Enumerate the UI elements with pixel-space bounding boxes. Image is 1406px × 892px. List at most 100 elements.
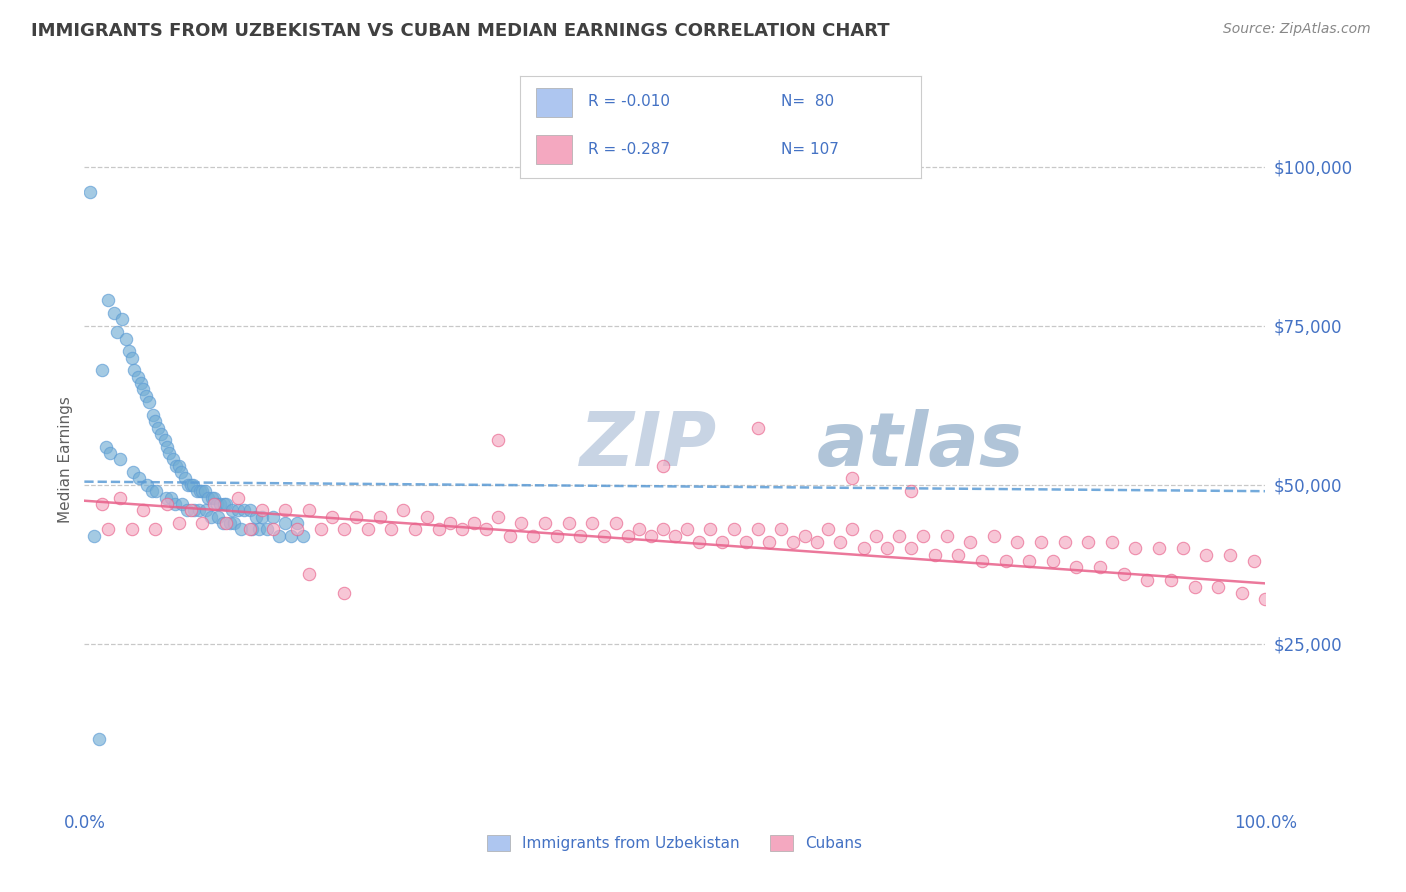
Y-axis label: Median Earnings: Median Earnings [58,396,73,523]
Point [924,548,946,562]
Point [451,522,474,536]
Point [758,535,780,549]
Point [226,491,249,505]
Point [959,535,981,549]
Point [269,529,291,543]
Point [546,529,568,543]
Text: R = -0.010: R = -0.010 [588,95,671,110]
Point [900,484,922,499]
Point [581,516,603,530]
Point [247,522,270,536]
Point [1125,541,1147,556]
Text: IMMIGRANTS FROM UZBEKISTAN VS CUBAN MEDIAN EARNINGS CORRELATION CHART: IMMIGRANTS FROM UZBEKISTAN VS CUBAN MEDI… [31,22,890,40]
Point [181,478,204,492]
Point [232,503,254,517]
Point [652,458,675,473]
Point [108,491,131,505]
Point [231,522,253,536]
Point [475,522,498,536]
Point [344,509,367,524]
Point [245,509,267,524]
Point [652,522,675,536]
Point [172,497,194,511]
Point [256,522,278,536]
Point [215,516,238,530]
Point [195,503,218,517]
Point [250,509,273,524]
Point [333,522,356,536]
Point [1101,535,1123,549]
Point [1230,586,1253,600]
Point [183,503,205,517]
Point [747,420,769,434]
Point [675,522,697,536]
Point [197,491,219,505]
Point [159,491,181,505]
Point [143,522,166,536]
Text: N= 107: N= 107 [780,142,838,157]
Point [166,458,188,473]
Point [298,503,321,517]
Point [83,529,105,543]
Point [240,522,263,536]
Point [309,522,332,536]
Point [187,503,209,517]
Point [1184,580,1206,594]
Point [150,426,173,441]
Point [392,503,415,517]
Point [793,529,815,543]
Point [1206,580,1229,594]
Point [274,503,297,517]
Point [321,509,343,524]
Point [211,516,233,530]
Bar [536,88,572,117]
Point [711,535,734,549]
Point [138,395,160,409]
Point [994,554,1017,568]
Point [806,535,828,549]
Point [224,516,246,530]
Point [291,529,314,543]
Point [770,522,793,536]
Point [830,535,852,549]
Point [97,293,120,308]
Point [1018,554,1040,568]
Point [114,332,136,346]
Point [439,516,461,530]
Point [162,452,184,467]
Point [91,363,114,377]
Point [1243,554,1265,568]
Point [1007,535,1029,549]
Point [285,516,308,530]
Point [143,414,166,428]
Point [221,503,243,517]
Point [212,497,235,511]
Point [146,420,169,434]
Point [79,186,101,200]
Point [298,566,321,581]
Point [628,522,651,536]
Point [141,484,163,499]
Point [640,529,662,543]
Point [911,529,934,543]
Point [111,312,134,326]
Point [616,529,638,543]
Point [177,478,200,492]
Point [97,522,120,536]
Point [1219,548,1241,562]
Point [176,503,198,517]
Point [262,509,284,524]
Point [1053,535,1076,549]
Point [202,491,225,505]
Point [427,522,450,536]
Point [200,509,222,524]
Point [156,440,179,454]
Point [170,465,193,479]
Point [121,351,143,365]
Point [121,522,143,536]
Point [136,478,159,492]
Point [817,522,839,536]
Point [983,529,1005,543]
Point [135,389,157,403]
Point [186,484,208,499]
